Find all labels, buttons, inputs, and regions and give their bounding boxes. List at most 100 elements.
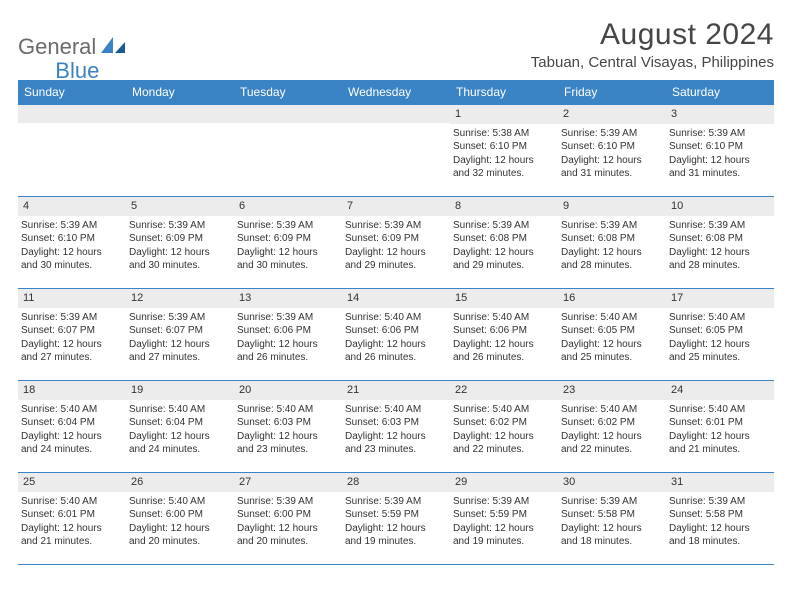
sunrise-text: Sunrise: 5:39 AM — [345, 219, 445, 233]
sunrise-text: Sunrise: 5:40 AM — [129, 403, 229, 417]
day-content: Sunrise: 5:40 AMSunset: 6:05 PMDaylight:… — [558, 308, 666, 368]
day-number: 18 — [18, 381, 126, 400]
calendar-day-cell: 5Sunrise: 5:39 AMSunset: 6:09 PMDaylight… — [126, 197, 234, 289]
day-number: 1 — [450, 105, 558, 124]
daylight-text: Daylight: 12 hours and 22 minutes. — [561, 430, 661, 457]
daylight-text: Daylight: 12 hours and 23 minutes. — [345, 430, 445, 457]
day-content: Sunrise: 5:40 AMSunset: 6:02 PMDaylight:… — [558, 400, 666, 460]
day-number: 25 — [18, 473, 126, 492]
weekday-header: Tuesday — [234, 80, 342, 105]
calendar-day-cell: 19Sunrise: 5:40 AMSunset: 6:04 PMDayligh… — [126, 381, 234, 473]
calendar-day-cell: 13Sunrise: 5:39 AMSunset: 6:06 PMDayligh… — [234, 289, 342, 381]
day-number: 10 — [666, 197, 774, 216]
calendar-day-cell: 22Sunrise: 5:40 AMSunset: 6:02 PMDayligh… — [450, 381, 558, 473]
day-content: Sunrise: 5:39 AMSunset: 6:08 PMDaylight:… — [450, 216, 558, 276]
logo: General Blue — [18, 18, 99, 72]
day-number: 4 — [18, 197, 126, 216]
logo-text-general: General — [18, 34, 96, 60]
day-number: 2 — [558, 105, 666, 124]
day-number: 17 — [666, 289, 774, 308]
sunrise-text: Sunrise: 5:40 AM — [561, 403, 661, 417]
sunset-text: Sunset: 6:08 PM — [669, 232, 769, 246]
day-content: Sunrise: 5:40 AMSunset: 6:00 PMDaylight:… — [126, 492, 234, 552]
day-content: Sunrise: 5:39 AMSunset: 6:10 PMDaylight:… — [18, 216, 126, 276]
calendar-day-cell: 10Sunrise: 5:39 AMSunset: 6:08 PMDayligh… — [666, 197, 774, 289]
calendar-week-row: 18Sunrise: 5:40 AMSunset: 6:04 PMDayligh… — [18, 381, 774, 473]
sunset-text: Sunset: 6:00 PM — [237, 508, 337, 522]
calendar-day-cell: 28Sunrise: 5:39 AMSunset: 5:59 PMDayligh… — [342, 473, 450, 565]
daylight-text: Daylight: 12 hours and 19 minutes. — [345, 522, 445, 549]
sunrise-text: Sunrise: 5:40 AM — [669, 311, 769, 325]
calendar-day-cell: 6Sunrise: 5:39 AMSunset: 6:09 PMDaylight… — [234, 197, 342, 289]
day-content: Sunrise: 5:39 AMSunset: 6:09 PMDaylight:… — [126, 216, 234, 276]
day-content: Sunrise: 5:39 AMSunset: 6:09 PMDaylight:… — [342, 216, 450, 276]
sunset-text: Sunset: 6:09 PM — [237, 232, 337, 246]
daylight-text: Daylight: 12 hours and 24 minutes. — [21, 430, 121, 457]
day-content: Sunrise: 5:39 AMSunset: 6:08 PMDaylight:… — [558, 216, 666, 276]
calendar-day-cell: 4Sunrise: 5:39 AMSunset: 6:10 PMDaylight… — [18, 197, 126, 289]
day-content: Sunrise: 5:39 AMSunset: 6:07 PMDaylight:… — [126, 308, 234, 368]
day-content: Sunrise: 5:40 AMSunset: 6:03 PMDaylight:… — [234, 400, 342, 460]
day-number: 6 — [234, 197, 342, 216]
sunset-text: Sunset: 6:02 PM — [561, 416, 661, 430]
daylight-text: Daylight: 12 hours and 21 minutes. — [21, 522, 121, 549]
sunrise-text: Sunrise: 5:39 AM — [237, 495, 337, 509]
weekday-header: Wednesday — [342, 80, 450, 105]
daylight-text: Daylight: 12 hours and 31 minutes. — [561, 154, 661, 181]
sunrise-text: Sunrise: 5:40 AM — [345, 403, 445, 417]
day-content: Sunrise: 5:40 AMSunset: 6:04 PMDaylight:… — [126, 400, 234, 460]
day-number: 21 — [342, 381, 450, 400]
calendar-day-cell — [126, 105, 234, 197]
sunset-text: Sunset: 6:07 PM — [129, 324, 229, 338]
calendar-day-cell: 27Sunrise: 5:39 AMSunset: 6:00 PMDayligh… — [234, 473, 342, 565]
day-number: 11 — [18, 289, 126, 308]
calendar-day-cell — [18, 105, 126, 197]
daylight-text: Daylight: 12 hours and 18 minutes. — [669, 522, 769, 549]
day-number: 7 — [342, 197, 450, 216]
calendar-week-row: 25Sunrise: 5:40 AMSunset: 6:01 PMDayligh… — [18, 473, 774, 565]
day-number — [126, 105, 234, 123]
sunset-text: Sunset: 6:03 PM — [237, 416, 337, 430]
calendar-day-cell: 20Sunrise: 5:40 AMSunset: 6:03 PMDayligh… — [234, 381, 342, 473]
day-content: Sunrise: 5:39 AMSunset: 5:58 PMDaylight:… — [666, 492, 774, 552]
sunrise-text: Sunrise: 5:40 AM — [669, 403, 769, 417]
calendar-day-cell: 16Sunrise: 5:40 AMSunset: 6:05 PMDayligh… — [558, 289, 666, 381]
day-content: Sunrise: 5:39 AMSunset: 6:10 PMDaylight:… — [666, 124, 774, 184]
sunrise-text: Sunrise: 5:40 AM — [237, 403, 337, 417]
day-number: 24 — [666, 381, 774, 400]
day-content: Sunrise: 5:40 AMSunset: 6:01 PMDaylight:… — [666, 400, 774, 460]
calendar-body: 1Sunrise: 5:38 AMSunset: 6:10 PMDaylight… — [18, 105, 774, 565]
weekday-header: Thursday — [450, 80, 558, 105]
calendar-day-cell: 29Sunrise: 5:39 AMSunset: 5:59 PMDayligh… — [450, 473, 558, 565]
day-number: 20 — [234, 381, 342, 400]
daylight-text: Daylight: 12 hours and 26 minutes. — [453, 338, 553, 365]
calendar-day-cell: 8Sunrise: 5:39 AMSunset: 6:08 PMDaylight… — [450, 197, 558, 289]
sunset-text: Sunset: 6:02 PM — [453, 416, 553, 430]
day-content: Sunrise: 5:39 AMSunset: 6:08 PMDaylight:… — [666, 216, 774, 276]
day-content: Sunrise: 5:39 AMSunset: 6:07 PMDaylight:… — [18, 308, 126, 368]
sunset-text: Sunset: 6:04 PM — [21, 416, 121, 430]
calendar-day-cell: 26Sunrise: 5:40 AMSunset: 6:00 PMDayligh… — [126, 473, 234, 565]
day-number: 8 — [450, 197, 558, 216]
sunrise-text: Sunrise: 5:39 AM — [129, 311, 229, 325]
sunset-text: Sunset: 6:06 PM — [237, 324, 337, 338]
daylight-text: Daylight: 12 hours and 22 minutes. — [453, 430, 553, 457]
calendar-day-cell: 14Sunrise: 5:40 AMSunset: 6:06 PMDayligh… — [342, 289, 450, 381]
daylight-text: Daylight: 12 hours and 27 minutes. — [129, 338, 229, 365]
day-number: 16 — [558, 289, 666, 308]
sunrise-text: Sunrise: 5:39 AM — [669, 219, 769, 233]
daylight-text: Daylight: 12 hours and 26 minutes. — [237, 338, 337, 365]
calendar-week-row: 4Sunrise: 5:39 AMSunset: 6:10 PMDaylight… — [18, 197, 774, 289]
sunrise-text: Sunrise: 5:39 AM — [129, 219, 229, 233]
weekday-header: Saturday — [666, 80, 774, 105]
sunset-text: Sunset: 6:06 PM — [453, 324, 553, 338]
calendar-day-cell: 1Sunrise: 5:38 AMSunset: 6:10 PMDaylight… — [450, 105, 558, 197]
sunrise-text: Sunrise: 5:40 AM — [129, 495, 229, 509]
calendar-table: SundayMondayTuesdayWednesdayThursdayFrid… — [18, 80, 774, 565]
day-content: Sunrise: 5:40 AMSunset: 6:05 PMDaylight:… — [666, 308, 774, 368]
logo-sail-icon — [101, 35, 127, 60]
day-number: 30 — [558, 473, 666, 492]
calendar-day-cell: 25Sunrise: 5:40 AMSunset: 6:01 PMDayligh… — [18, 473, 126, 565]
sunset-text: Sunset: 6:08 PM — [561, 232, 661, 246]
calendar-day-cell — [342, 105, 450, 197]
